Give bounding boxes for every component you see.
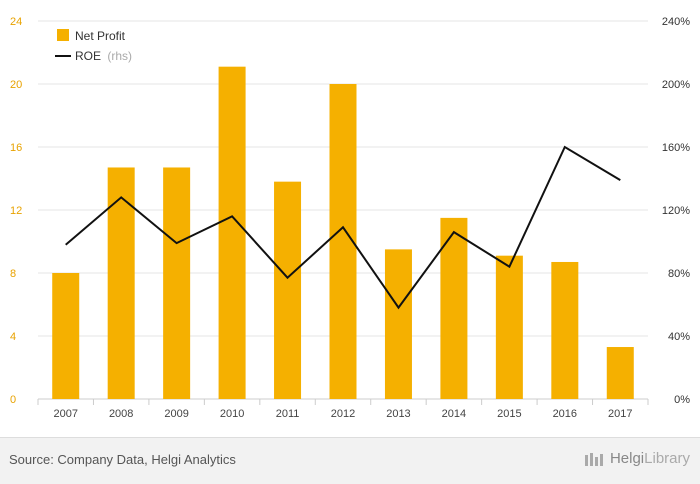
x-tick-label: 2010 — [220, 408, 244, 420]
line-series-roe — [65, 145, 621, 310]
x-tick-label: 2013 — [386, 408, 410, 420]
combo-chart: 0 4 8 12 16 20 24 0% 40% 80% 120% 160% 200% 240% 200… — [10, 16, 690, 420]
bar-2007 — [52, 273, 80, 399]
legend-label-roe: ROE (rhs) — [75, 49, 132, 63]
bar-series-net-profit — [52, 66, 634, 400]
bar-2011 — [274, 181, 302, 399]
y-left-tick-label: 20 — [10, 79, 22, 91]
brand-part2: Library — [644, 450, 690, 467]
bar-2008 — [107, 167, 135, 399]
x-tick-label: 2015 — [497, 408, 521, 420]
bar-2016 — [551, 261, 579, 399]
library-icon — [584, 453, 603, 467]
y-axis-left: 0 4 8 12 16 20 24 — [10, 16, 22, 406]
y-left-tick-label: 0 — [10, 394, 16, 406]
bar-2014 — [440, 217, 468, 399]
x-tick-label: 2012 — [331, 408, 355, 420]
bar-2009 — [163, 167, 191, 399]
x-axis: 2007 2008 2009 2010 2011 2012 2013 2014 2015 2016… — [37, 399, 649, 420]
footer: Source: Company Data, Helgi Analytics He… — [0, 437, 700, 484]
x-tick-label: 2014 — [442, 408, 466, 420]
x-tick-label: 2016 — [553, 408, 577, 420]
legend-label-roe-name: ROE — [75, 49, 101, 63]
y-left-tick-label: 4 — [10, 331, 16, 343]
x-tick-label: 2008 — [109, 408, 133, 420]
y-axis-right: 0% 40% 80% 120% 160% 200% 240% — [662, 16, 690, 406]
legend-swatch-net-profit — [57, 29, 69, 41]
y-left-tick-label: 12 — [10, 205, 22, 217]
legend-label-roe-note: (rhs) — [107, 49, 132, 63]
bar-2013 — [384, 249, 412, 399]
y-right-tick-label: 40% — [668, 331, 690, 343]
bar-2017 — [606, 347, 634, 399]
roe-line — [65, 145, 621, 310]
y-left-tick-label: 16 — [10, 142, 22, 154]
bar-2015 — [495, 255, 523, 399]
y-left-tick-label: 8 — [10, 268, 16, 280]
brand-logo: HelgiLibrary — [584, 450, 690, 467]
y-right-tick-label: 120% — [662, 205, 690, 217]
y-left-tick-label: 24 — [10, 16, 22, 28]
source-text: Source: Company Data, Helgi Analytics — [9, 452, 236, 467]
legend-label-net-profit: Net Profit — [75, 29, 126, 43]
x-tick-label: 2011 — [276, 408, 300, 420]
y-right-tick-label: 240% — [662, 16, 690, 28]
legend: Net Profit ROE (rhs) — [55, 29, 132, 63]
brand-part1: Helgi — [609, 450, 645, 467]
x-tick-label: 2017 — [608, 408, 632, 420]
y-right-tick-label: 200% — [662, 79, 690, 91]
y-right-tick-label: 80% — [668, 268, 690, 280]
y-right-tick-label: 0% — [674, 394, 690, 406]
x-tick-label: 2009 — [164, 408, 188, 420]
bar-2010 — [218, 66, 246, 400]
y-right-tick-label: 160% — [662, 142, 690, 154]
x-tick-label: 2007 — [53, 408, 77, 420]
